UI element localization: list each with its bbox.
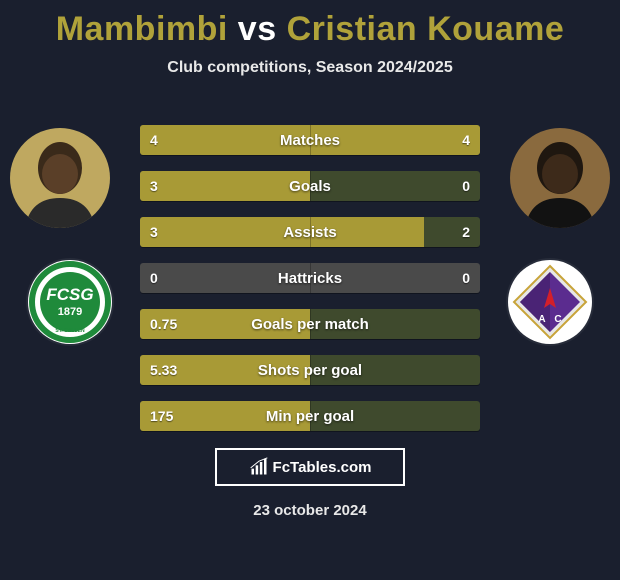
person-silhouette-icon (510, 128, 610, 228)
club-badge-icon: A C (508, 260, 592, 344)
stat-value-left: 3 (140, 171, 168, 201)
title-vs: vs (238, 10, 277, 48)
stat-value-left: 4 (140, 125, 168, 155)
subtitle: Club competitions, Season 2024/2025 (0, 59, 620, 77)
stat-value-left: 5.33 (140, 355, 187, 385)
stat-value-left: 3 (140, 217, 168, 247)
svg-text:C: C (554, 314, 561, 325)
club-right-badge: A C (508, 260, 592, 344)
stat-value-right (460, 401, 480, 431)
stat-row: 0.75Goals per match (140, 309, 480, 339)
stat-value-right: 0 (452, 263, 480, 293)
stat-row: 44Matches (140, 125, 480, 155)
stat-value-right: 2 (452, 217, 480, 247)
stat-row: 30Goals (140, 171, 480, 201)
stat-value-left: 0 (140, 263, 168, 293)
svg-text:FCSG: FCSG (46, 285, 93, 304)
player-right-avatar (510, 128, 610, 228)
svg-text:1879: 1879 (58, 306, 82, 318)
stat-value-right: 0 (452, 171, 480, 201)
club-left-badge: FCSG 1879 ST. GALLEN (28, 260, 112, 344)
stat-value-right (460, 355, 480, 385)
stat-row: 5.33Shots per goal (140, 355, 480, 385)
date-text: 23 october 2024 (0, 502, 620, 519)
svg-text:ST. GALLEN: ST. GALLEN (55, 328, 85, 334)
stat-value-right: 4 (452, 125, 480, 155)
player-left-avatar (10, 128, 110, 228)
stat-row: 175Min per goal (140, 401, 480, 431)
stat-row: 00Hattricks (140, 263, 480, 293)
person-silhouette-icon (10, 128, 110, 228)
stat-value-left: 175 (140, 401, 183, 431)
brand-box[interactable]: FcTables.com (215, 448, 405, 486)
club-badge-icon: FCSG 1879 ST. GALLEN (28, 260, 112, 344)
page-title: Mambimbi vs Cristian Kouame (0, 0, 620, 49)
title-player-left: Mambimbi (56, 10, 228, 48)
stat-row: 32Assists (140, 217, 480, 247)
stat-value-right (460, 309, 480, 339)
bar-chart-icon (249, 457, 269, 477)
brand-text: FcTables.com (273, 459, 372, 476)
stat-value-left: 0.75 (140, 309, 187, 339)
title-player-right: Cristian Kouame (287, 10, 565, 48)
comparison-bars: 44Matches30Goals32Assists00Hattricks0.75… (140, 125, 480, 447)
svg-text:A: A (538, 314, 545, 325)
